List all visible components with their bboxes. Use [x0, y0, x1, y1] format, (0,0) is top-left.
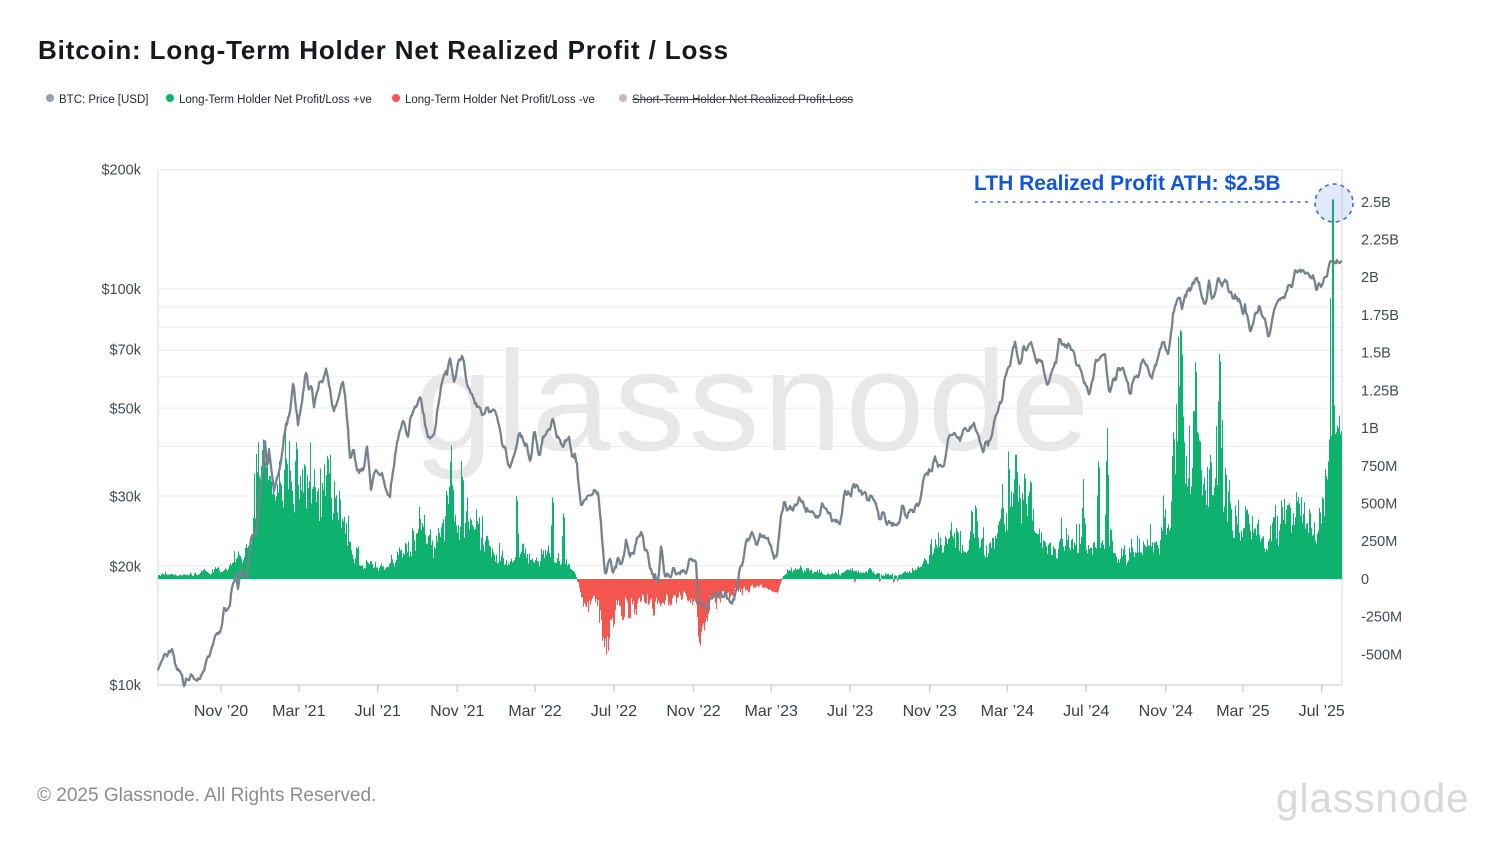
- svg-text:Jul ’22: Jul ’22: [591, 703, 637, 720]
- svg-text:Nov ’23: Nov ’23: [903, 703, 957, 720]
- svg-text:$50k: $50k: [110, 402, 142, 418]
- svg-text:1.5B: 1.5B: [1361, 346, 1391, 362]
- svg-text:250M: 250M: [1361, 534, 1397, 550]
- svg-text:2B: 2B: [1361, 270, 1379, 286]
- svg-text:$10k: $10k: [110, 678, 142, 694]
- svg-text:2.25B: 2.25B: [1361, 233, 1399, 249]
- svg-text:1B: 1B: [1361, 421, 1379, 437]
- svg-text:Nov ’20: Nov ’20: [194, 703, 248, 720]
- svg-text:0: 0: [1361, 572, 1369, 588]
- svg-text:1.25B: 1.25B: [1361, 383, 1399, 399]
- svg-text:Jul ’24: Jul ’24: [1063, 703, 1109, 720]
- svg-text:Mar ’22: Mar ’22: [508, 703, 561, 720]
- svg-text:Jul ’25: Jul ’25: [1299, 703, 1345, 720]
- svg-text:Mar ’23: Mar ’23: [745, 703, 798, 720]
- svg-text:Mar ’21: Mar ’21: [272, 703, 325, 720]
- svg-text:$30k: $30k: [110, 490, 142, 506]
- svg-text:Nov ’21: Nov ’21: [430, 703, 484, 720]
- svg-text:1.75B: 1.75B: [1361, 308, 1399, 324]
- svg-text:glassnode: glassnode: [414, 322, 1093, 481]
- svg-text:Nov ’24: Nov ’24: [1139, 703, 1193, 720]
- svg-text:500M: 500M: [1361, 497, 1397, 513]
- svg-text:$200k: $200k: [101, 163, 141, 179]
- svg-text:2.5B: 2.5B: [1361, 195, 1391, 211]
- svg-text:$70k: $70k: [110, 342, 142, 358]
- svg-text:Mar ’24: Mar ’24: [981, 703, 1034, 720]
- svg-text:Mar ’25: Mar ’25: [1216, 703, 1269, 720]
- svg-text:Jul ’21: Jul ’21: [355, 703, 401, 720]
- svg-text:Nov ’22: Nov ’22: [666, 703, 720, 720]
- svg-text:Jul ’23: Jul ’23: [827, 703, 873, 720]
- svg-text:750M: 750M: [1361, 459, 1397, 475]
- svg-text:$100k: $100k: [101, 282, 141, 298]
- svg-text:-500M: -500M: [1361, 647, 1402, 663]
- svg-text:$20k: $20k: [110, 559, 142, 575]
- svg-text:-250M: -250M: [1361, 610, 1402, 626]
